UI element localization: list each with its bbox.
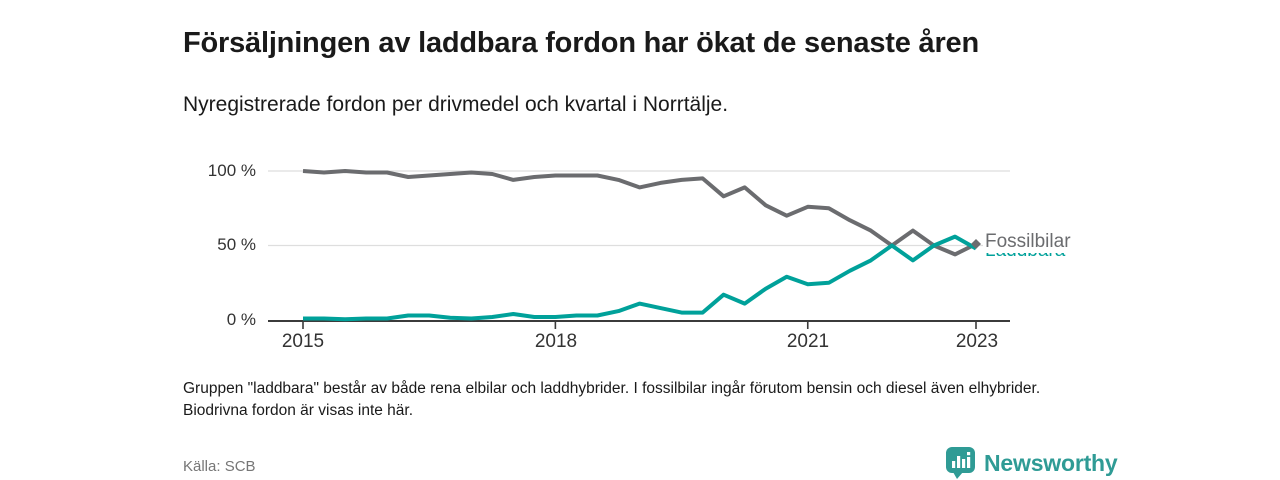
newsworthy-logo: Newsworthy <box>945 446 1118 480</box>
y-axis-label-50: 50 % <box>217 235 256 254</box>
page-subtitle: Nyregistrerade fordon per drivmedel och … <box>183 93 729 116</box>
page-title: Försäljningen av laddbara fordon har öka… <box>183 27 979 60</box>
x-axis-label-2021: 2021 <box>786 331 830 352</box>
x-axis-label-2023: 2023 <box>955 331 999 352</box>
newsworthy-wordmark: Newsworthy <box>984 449 1118 476</box>
chart-footnote: Gruppen "laddbara" består av både rena e… <box>183 380 1041 419</box>
x-axis-label-2015: 2015 <box>281 331 325 352</box>
newsworthy-chart-bubble-icon <box>946 447 975 479</box>
y-axis-label-0: 0 % <box>226 310 256 329</box>
line-end-marker <box>971 239 981 250</box>
series-label-fossilbilar: Fossilbilar <box>983 232 1075 253</box>
x-axis-label-2018: 2018 <box>534 331 578 352</box>
source-credit: Källa: SCB <box>183 458 256 475</box>
y-axis-label-100: 100 % <box>207 161 256 180</box>
laddbara-line <box>303 234 977 322</box>
fossilbilar-line <box>302 169 977 257</box>
